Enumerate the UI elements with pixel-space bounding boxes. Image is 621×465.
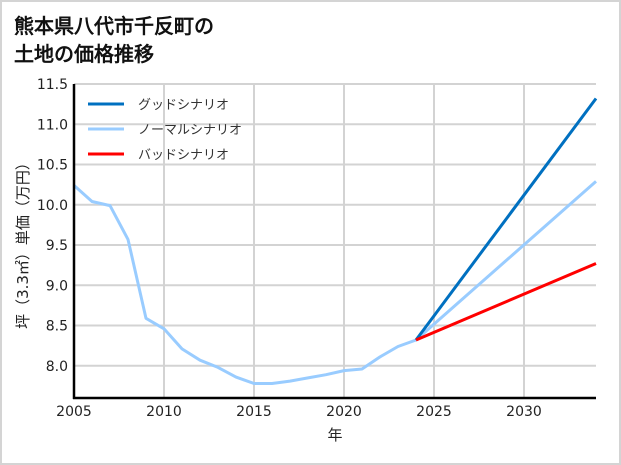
chart-title-line-2: 土地の価格推移 <box>14 42 154 66</box>
chart-title-line-1: 熊本県八代市千反町の <box>14 14 214 38</box>
y-tick-label: 9.5 <box>46 238 68 254</box>
x-tick-label: 2005 <box>56 404 92 420</box>
tick-labels: 8.0 8.5 9.0 9.5 10.0 10.5 11.0 11.5 2005 2010 2015… <box>37 77 542 420</box>
y-tick-label: 8.0 <box>46 359 68 375</box>
y-tick-label: 11.5 <box>37 77 68 93</box>
legend-label: バッドシナリオ <box>138 148 229 163</box>
y-tick-label: 9.0 <box>46 278 68 294</box>
series-line <box>72 180 597 385</box>
data-series <box>72 97 598 385</box>
y-tick-label: 10.0 <box>37 198 68 214</box>
y-tick-label: 11.0 <box>37 117 68 133</box>
x-tick-label: 2015 <box>236 404 272 420</box>
x-tick-label: 2025 <box>416 404 452 420</box>
legend-label: ノーマルシナリオ <box>138 123 242 138</box>
gridlines <box>74 83 596 398</box>
legend-label: グッドシナリオ <box>138 98 229 113</box>
x-tick-label: 2030 <box>506 404 542 420</box>
y-axis-title: 坪（3.3㎡）単価（万円） <box>14 155 32 329</box>
y-tick-label: 8.5 <box>46 319 68 335</box>
axes <box>72 84 596 400</box>
chart-title: 熊本県八代市千反町の 土地の価格推移 <box>14 12 214 68</box>
x-axis-title: 年 <box>327 426 342 444</box>
series-line <box>415 262 597 342</box>
y-tick-label: 10.5 <box>37 158 68 174</box>
x-tick-label: 2010 <box>146 404 182 420</box>
series-line <box>414 97 598 341</box>
x-tick-label: 2020 <box>326 404 362 420</box>
